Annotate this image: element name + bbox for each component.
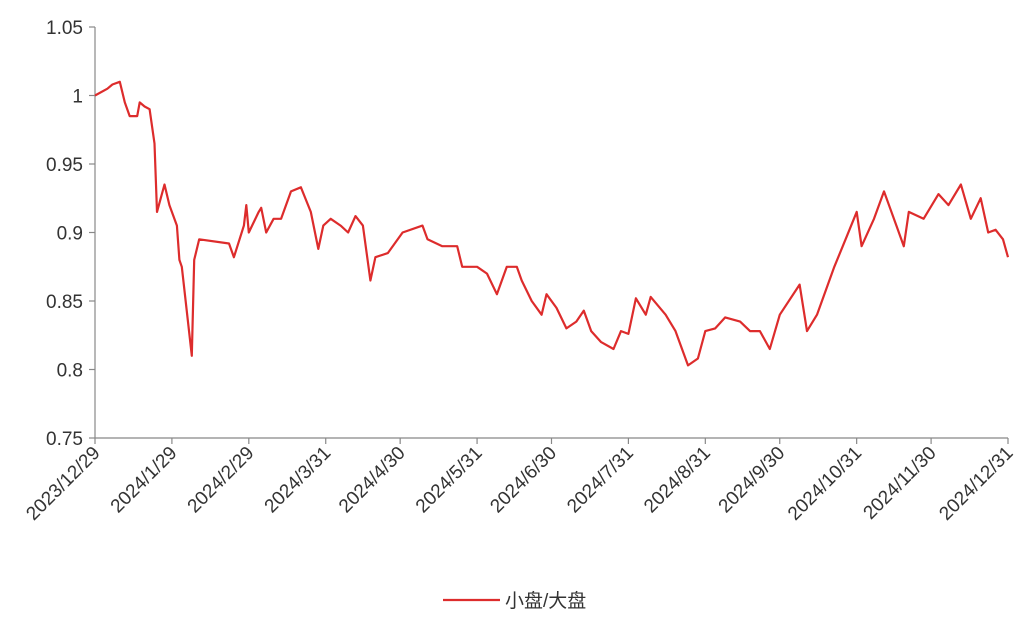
x-tick-label: 2024/10/31	[784, 443, 866, 525]
x-tick-label: 2024/8/31	[640, 443, 715, 518]
x-tick-label: 2024/3/31	[261, 443, 336, 518]
legend-label: 小盘/大盘	[505, 590, 586, 612]
x-tick-label: 2024/5/31	[412, 443, 487, 518]
x-tick-label: 2024/11/30	[860, 443, 941, 524]
y-tick-label: 0.75	[46, 429, 83, 450]
x-tick-label: 2024/4/30	[335, 443, 410, 518]
x-tick-label: 2024/1/29	[107, 443, 182, 518]
x-tick-label: 2024/6/30	[486, 443, 561, 518]
x-tick-label: 2023/12/29	[22, 443, 104, 525]
x-tick-label: 2024/9/30	[715, 443, 790, 518]
data-line	[94, 80, 1010, 367]
y-tick-label: 1	[72, 87, 83, 108]
y-tick-label: 1.05	[46, 18, 83, 39]
y-tick-label: 0.95	[46, 155, 83, 176]
y-tick-label: 0.85	[46, 292, 83, 313]
x-tick-label: 2024/7/31	[563, 443, 638, 518]
x-tick-label: 2024/2/29	[184, 443, 259, 518]
y-tick-label: 0.9	[57, 224, 83, 245]
y-tick-label: 0.8	[57, 361, 83, 382]
x-tick-label: 2024/12/31	[935, 443, 1017, 525]
